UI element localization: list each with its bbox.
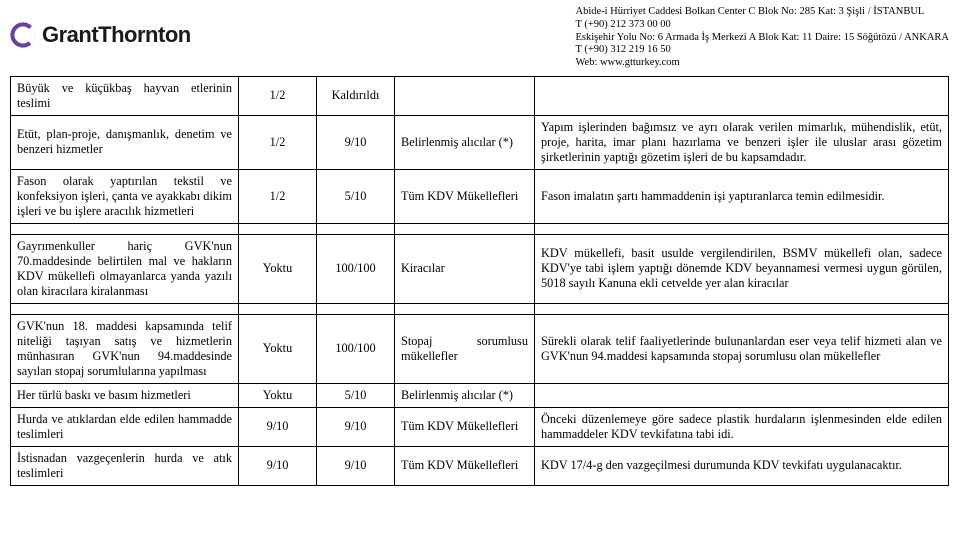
cell-col2: 1/2	[239, 169, 317, 223]
cell-note: Yapım işlerinden bağımsız ve ayrı olarak…	[535, 115, 949, 169]
gap-row	[11, 303, 949, 314]
cell-desc: Her türlü baskı ve basım hizmetleri	[11, 383, 239, 407]
cell-note	[535, 383, 949, 407]
cell-col2: Yoktu	[239, 314, 317, 383]
table-row: Büyük ve küçükbaş hayvan etlerinin tesli…	[11, 76, 949, 115]
address-line: Eskişehir Yolu No: 6 Armada İş Merkezi A…	[575, 32, 949, 45]
address-line: Web: www.gtturkey.com	[575, 57, 949, 70]
cell-col2: 9/10	[239, 407, 317, 446]
cell-col2: 1/2	[239, 76, 317, 115]
cell-note: KDV 17/4-g den vazgeçilmesi durumunda KD…	[535, 446, 949, 485]
cell-note: Sürekli olarak telif faaliyetlerinde bul…	[535, 314, 949, 383]
table-row: Etüt, plan-proje, danışmanlık, denetim v…	[11, 115, 949, 169]
table-row: Fason olarak yaptırılan tekstil ve konfe…	[11, 169, 949, 223]
cell-col2: Yoktu	[239, 234, 317, 303]
address-line: T (+90) 212 373 00 00	[575, 19, 949, 32]
cell-note	[535, 76, 949, 115]
cell-desc: Etüt, plan-proje, danışmanlık, denetim v…	[11, 115, 239, 169]
cell-col4: Tüm KDV Mükellefleri	[395, 446, 535, 485]
gap-cell	[317, 223, 395, 234]
table-row: Her türlü baskı ve basım hizmetleriYoktu…	[11, 383, 949, 407]
gap-cell	[395, 223, 535, 234]
cell-col3: 100/100	[317, 314, 395, 383]
cell-col4: Kiracılar	[395, 234, 535, 303]
cell-col4: Stopaj sorumlusu mükellefler	[395, 314, 535, 383]
table-row: Gayrımenkuller hariç GVK'nun 70.maddesin…	[11, 234, 949, 303]
page-header: GrantThornton Abide-i Hürriyet Caddesi B…	[10, 6, 949, 70]
gap-cell	[317, 303, 395, 314]
cell-note: KDV mükellefi, basit usulde vergilendiri…	[535, 234, 949, 303]
cell-col2: 9/10	[239, 446, 317, 485]
cell-note: Fason imalatın şartı hammaddenin işi yap…	[535, 169, 949, 223]
cell-desc: Fason olarak yaptırılan tekstil ve konfe…	[11, 169, 239, 223]
cell-col2: Yoktu	[239, 383, 317, 407]
address-line: Abide-i Hürriyet Caddesi Bolkan Center C…	[575, 6, 949, 19]
cell-desc: İstisnadan vazgeçenlerin hurda ve atık t…	[11, 446, 239, 485]
cell-col3: 5/10	[317, 383, 395, 407]
gap-cell	[535, 223, 949, 234]
cell-col3: 5/10	[317, 169, 395, 223]
cell-desc: Büyük ve küçükbaş hayvan etlerinin tesli…	[11, 76, 239, 115]
table-row: İstisnadan vazgeçenlerin hurda ve atık t…	[11, 446, 949, 485]
address-line: T (+90) 312 219 16 50	[575, 44, 949, 57]
gap-row	[11, 223, 949, 234]
gap-cell	[11, 223, 239, 234]
cell-col3: Kaldırıldı	[317, 76, 395, 115]
cell-col2: 1/2	[239, 115, 317, 169]
table-row: GVK'nun 18. maddesi kapsamında telif nit…	[11, 314, 949, 383]
address-block: Abide-i Hürriyet Caddesi Bolkan Center C…	[575, 6, 949, 70]
gap-cell	[395, 303, 535, 314]
cell-col4: Belirlenmiş alıcılar (*)	[395, 115, 535, 169]
brand-name: GrantThornton	[42, 22, 191, 49]
data-table: Büyük ve küçükbaş hayvan etlerinin tesli…	[10, 76, 949, 486]
gap-cell	[11, 303, 239, 314]
cell-col4: Tüm KDV Mükellefleri	[395, 407, 535, 446]
brand-logo: GrantThornton	[10, 22, 191, 49]
cell-note: Önceki düzenlemeye göre sadece plastik h…	[535, 407, 949, 446]
gap-cell	[239, 223, 317, 234]
cell-col3: 100/100	[317, 234, 395, 303]
cell-col3: 9/10	[317, 115, 395, 169]
cell-col3: 9/10	[317, 446, 395, 485]
gap-cell	[535, 303, 949, 314]
cell-desc: Gayrımenkuller hariç GVK'nun 70.maddesin…	[11, 234, 239, 303]
cell-desc: Hurda ve atıklardan elde edilen hammadde…	[11, 407, 239, 446]
logo-icon	[10, 22, 36, 48]
cell-col4: Tüm KDV Mükellefleri	[395, 169, 535, 223]
table-row: Hurda ve atıklardan elde edilen hammadde…	[11, 407, 949, 446]
cell-col3: 9/10	[317, 407, 395, 446]
gap-cell	[239, 303, 317, 314]
cell-col4: Belirlenmiş alıcılar (*)	[395, 383, 535, 407]
cell-col4	[395, 76, 535, 115]
cell-desc: GVK'nun 18. maddesi kapsamında telif nit…	[11, 314, 239, 383]
